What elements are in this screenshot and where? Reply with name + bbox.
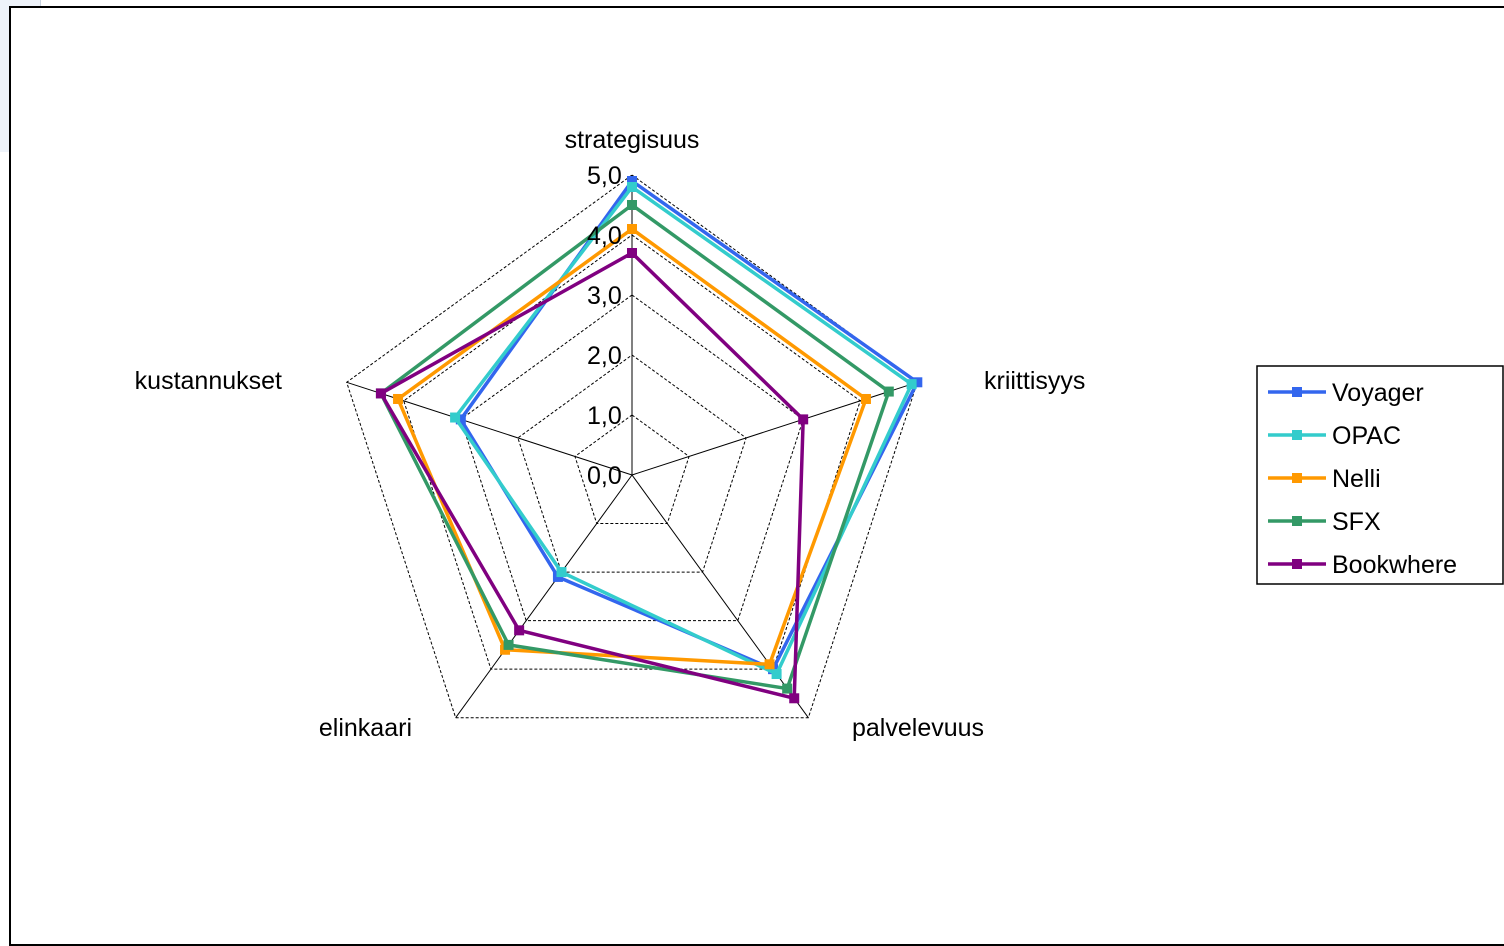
- data-point: [883, 386, 894, 397]
- series-sfx: [375, 200, 894, 694]
- grid-ring-2: [517, 354, 747, 573]
- tick-label: 0,0: [587, 462, 622, 490]
- radar-series: [375, 176, 923, 704]
- legend-label: Nelli: [1332, 465, 1381, 493]
- legend-label: SFX: [1332, 508, 1381, 536]
- legend-item-bookwhere: Bookwhere: [1268, 551, 1457, 579]
- axis-label-kriittisyys: kriittisyys: [984, 367, 1085, 395]
- data-point: [912, 377, 923, 388]
- grid-ring-4: [403, 234, 861, 670]
- tick-label: 3,0: [587, 282, 622, 310]
- axis-label-elinkaari: elinkaari: [319, 714, 412, 742]
- radar-grid: [346, 174, 918, 719]
- data-point: [627, 200, 637, 210]
- series-line-voyager: [458, 178, 920, 672]
- data-point: [764, 659, 775, 670]
- data-point: [906, 379, 917, 390]
- axis-label-kustannukset: kustannukset: [135, 367, 282, 395]
- radar-tick-labels: 0,0 1,0 2,0 3,0 4,0 5,0: [587, 162, 622, 490]
- grid-ring-1: [574, 414, 690, 525]
- data-point: [627, 176, 637, 186]
- series-line-nelli: [395, 226, 869, 667]
- series-opac: [450, 182, 917, 680]
- data-point: [627, 182, 637, 192]
- series-line-sfx: [378, 202, 891, 691]
- data-point: [798, 414, 809, 425]
- radar-axis-labels: strategisuus kriittisyys palvelevuus elinka…: [135, 126, 1086, 742]
- grid-ring-5: [346, 174, 918, 719]
- legend-swatch-marker: [1292, 559, 1302, 569]
- axis-label-palvelevuus: palvelevuus: [852, 714, 984, 742]
- legend: Voyager OPAC Nelli SFX Bookwhere: [1256, 365, 1504, 585]
- grid-ring-3: [460, 294, 804, 622]
- data-point: [789, 693, 800, 704]
- data-point: [393, 393, 404, 404]
- series-line-bookwhere: [378, 250, 805, 701]
- legend-item-opac: OPAC: [1268, 422, 1401, 450]
- data-point: [556, 567, 567, 578]
- tick-label: 1,0: [587, 402, 622, 430]
- data-point: [627, 224, 637, 234]
- legend-item-voyager: Voyager: [1268, 379, 1424, 407]
- legend-item-nelli: Nelli: [1268, 465, 1381, 493]
- data-point: [514, 625, 525, 636]
- legend-swatch-marker: [1292, 430, 1302, 440]
- data-point: [503, 639, 514, 650]
- data-point: [771, 669, 782, 680]
- tick-label: 2,0: [587, 342, 622, 370]
- legend-label: OPAC: [1332, 422, 1401, 450]
- spoke-elinkaari: [455, 474, 633, 718]
- data-point: [782, 683, 793, 694]
- data-point: [860, 393, 871, 404]
- legend-label: Voyager: [1332, 379, 1424, 407]
- legend-swatch-marker: [1292, 516, 1302, 526]
- tick-label: 4,0: [587, 222, 622, 250]
- data-point: [375, 388, 386, 399]
- tick-label: 5,0: [587, 162, 622, 190]
- legend-swatch-marker: [1292, 387, 1302, 397]
- chart-frame: [9, 6, 1504, 946]
- series-bookwhere: [375, 248, 809, 704]
- data-point: [627, 248, 637, 258]
- legend-item-sfx: SFX: [1268, 508, 1381, 536]
- series-line-opac: [452, 184, 914, 677]
- legend-label: Bookwhere: [1332, 551, 1457, 579]
- data-point: [450, 412, 461, 423]
- legend-swatch-marker: [1292, 473, 1302, 483]
- axis-label-strategisuus: strategisuus: [565, 126, 700, 154]
- data-point: [455, 414, 466, 425]
